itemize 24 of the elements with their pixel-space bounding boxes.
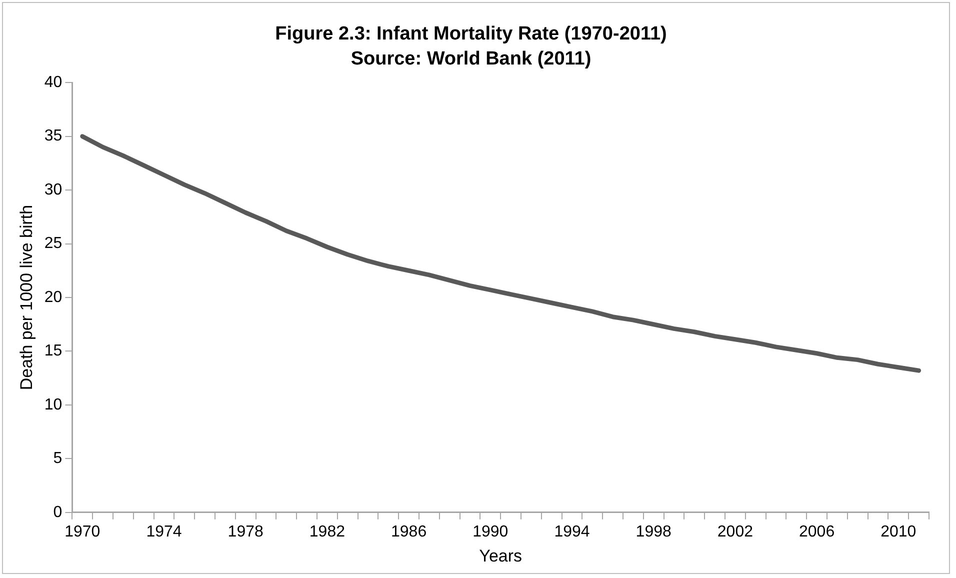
y-tick-label: 25: [44, 235, 62, 252]
y-axis-title: Death per 1000 live birth: [16, 204, 36, 390]
y-tick-label: 10: [44, 396, 62, 414]
x-axis-title: Years: [479, 546, 522, 566]
x-tick-label: 1990: [472, 523, 508, 540]
x-tick-label: 1982: [309, 523, 346, 540]
y-tick-label: 30: [44, 181, 62, 198]
y-tick-label: 15: [44, 342, 62, 360]
x-tick-label: 1986: [391, 523, 427, 540]
y-tick-label: 0: [53, 504, 62, 521]
y-tick-label: 40: [44, 74, 62, 92]
y-tick-label: 35: [44, 128, 62, 145]
y-tick-label: 20: [44, 288, 62, 306]
chart-title: Figure 2.3: Infant Mortality Rate (1970-2011): [275, 24, 667, 45]
x-tick-label: 2006: [799, 523, 835, 540]
x-tick-label: 2002: [717, 523, 754, 540]
x-tick-label: 1970: [64, 523, 100, 540]
x-tick-label: 1994: [554, 523, 590, 540]
y-tick-label: 5: [53, 450, 62, 468]
x-tick-label: 1974: [146, 523, 182, 540]
chart-subtitle: Source: World Bank (2011): [350, 48, 592, 70]
x-tick-label: 2010: [880, 523, 916, 540]
x-tick-label: 1978: [228, 523, 264, 540]
x-tick-label: 1998: [636, 523, 672, 540]
